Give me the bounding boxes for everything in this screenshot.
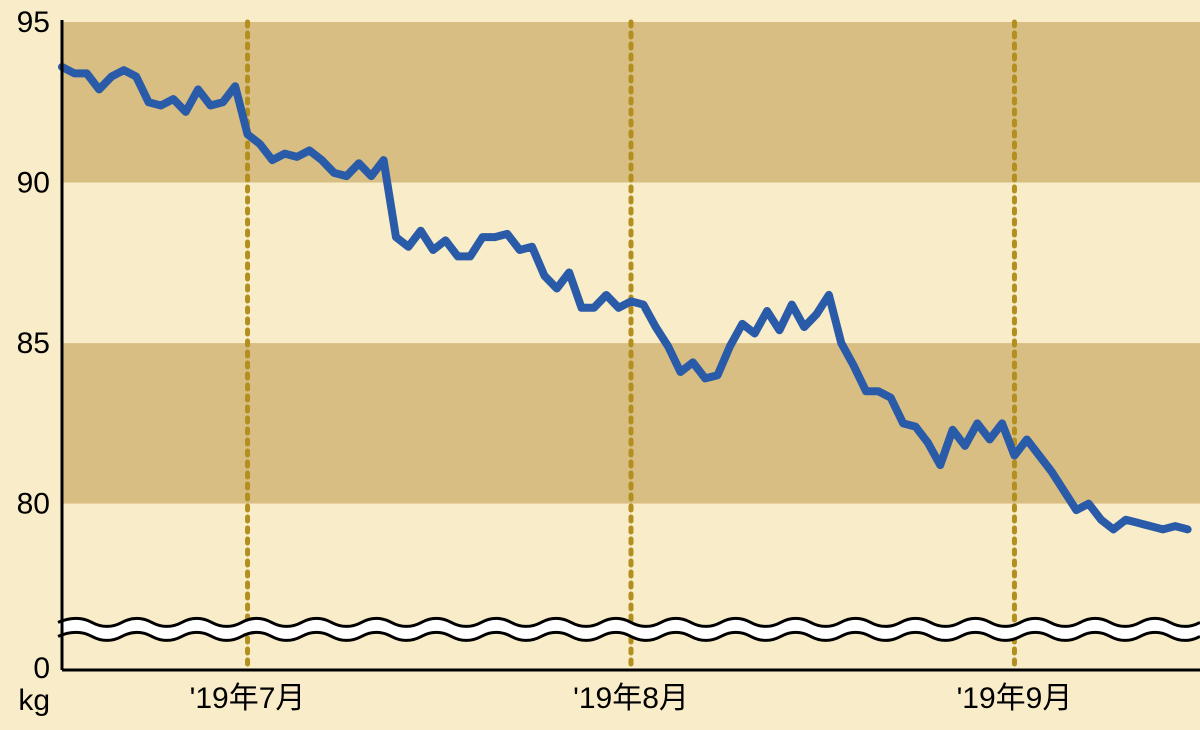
x-month-label: '19年7月 (190, 682, 306, 715)
y-tick-label: 80 (17, 488, 50, 521)
x-month-label: '19年9月 (957, 682, 1073, 715)
y-tick-label: 85 (17, 327, 50, 360)
x-month-label: '19年8月 (573, 682, 689, 715)
weight-line-chart: 80 85 90 95 0kg '19年7月 '19年8月 '19年9月 (0, 0, 1200, 730)
y-tick-label: 90 (17, 167, 50, 200)
y-unit-label: kg (18, 684, 50, 717)
y-zero-label: 0 (33, 652, 50, 685)
y-tick-label: 95 (17, 6, 50, 39)
